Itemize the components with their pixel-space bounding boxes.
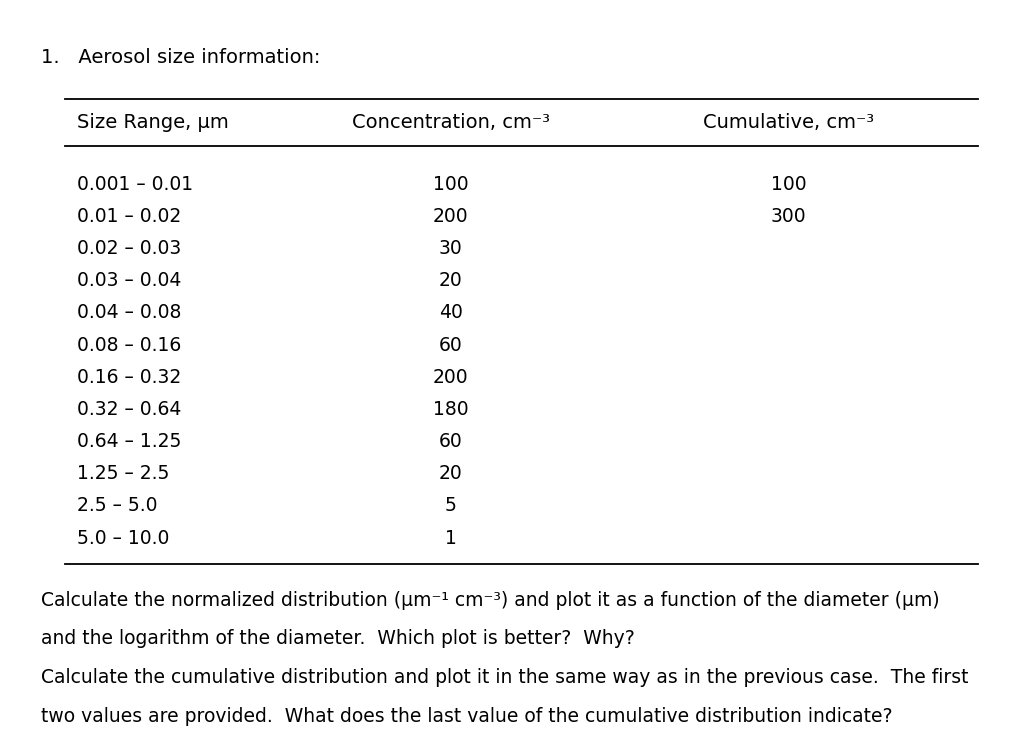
Text: 100: 100 <box>433 175 468 194</box>
Text: 60: 60 <box>438 432 463 451</box>
Text: 20: 20 <box>438 271 463 290</box>
Text: 200: 200 <box>433 207 468 226</box>
Text: 5.0 – 10.0: 5.0 – 10.0 <box>77 529 169 548</box>
Text: 200: 200 <box>433 368 468 387</box>
Text: 0.64 – 1.25: 0.64 – 1.25 <box>77 432 181 451</box>
Text: 60: 60 <box>438 336 463 355</box>
Text: 2.5 – 5.0: 2.5 – 5.0 <box>77 496 158 515</box>
Text: Cumulative, cm⁻³: Cumulative, cm⁻³ <box>702 113 874 132</box>
Text: Calculate the normalized distribution (μm⁻¹ cm⁻³) and plot it as a function of t: Calculate the normalized distribution (μ… <box>41 591 940 610</box>
Text: and the logarithm of the diameter.  Which plot is better?  Why?: and the logarithm of the diameter. Which… <box>41 629 635 648</box>
Text: 0.08 – 0.16: 0.08 – 0.16 <box>77 336 181 355</box>
Text: 1.25 – 2.5: 1.25 – 2.5 <box>77 464 169 483</box>
Text: 180: 180 <box>433 400 468 419</box>
Text: 0.001 – 0.01: 0.001 – 0.01 <box>77 175 193 194</box>
Text: 0.16 – 0.32: 0.16 – 0.32 <box>77 368 181 387</box>
Text: 30: 30 <box>438 239 463 258</box>
Text: 0.03 – 0.04: 0.03 – 0.04 <box>77 271 181 290</box>
Text: 0.02 – 0.03: 0.02 – 0.03 <box>77 239 181 258</box>
Text: 0.04 – 0.08: 0.04 – 0.08 <box>77 303 181 322</box>
Text: 40: 40 <box>438 303 463 322</box>
Text: 1.   Aerosol size information:: 1. Aerosol size information: <box>41 48 321 67</box>
Text: 300: 300 <box>771 207 806 226</box>
Text: two values are provided.  What does the last value of the cumulative distributio: two values are provided. What does the l… <box>41 707 893 726</box>
Text: 0.01 – 0.02: 0.01 – 0.02 <box>77 207 181 226</box>
Text: 5: 5 <box>444 496 457 515</box>
Text: Calculate the cumulative distribution and plot it in the same way as in the prev: Calculate the cumulative distribution an… <box>41 668 969 687</box>
Text: Concentration, cm⁻³: Concentration, cm⁻³ <box>351 113 550 132</box>
Text: 0.32 – 0.64: 0.32 – 0.64 <box>77 400 181 419</box>
Text: 100: 100 <box>771 175 806 194</box>
Text: 20: 20 <box>438 464 463 483</box>
Text: 1: 1 <box>444 529 457 548</box>
Text: Size Range, μm: Size Range, μm <box>77 113 228 132</box>
